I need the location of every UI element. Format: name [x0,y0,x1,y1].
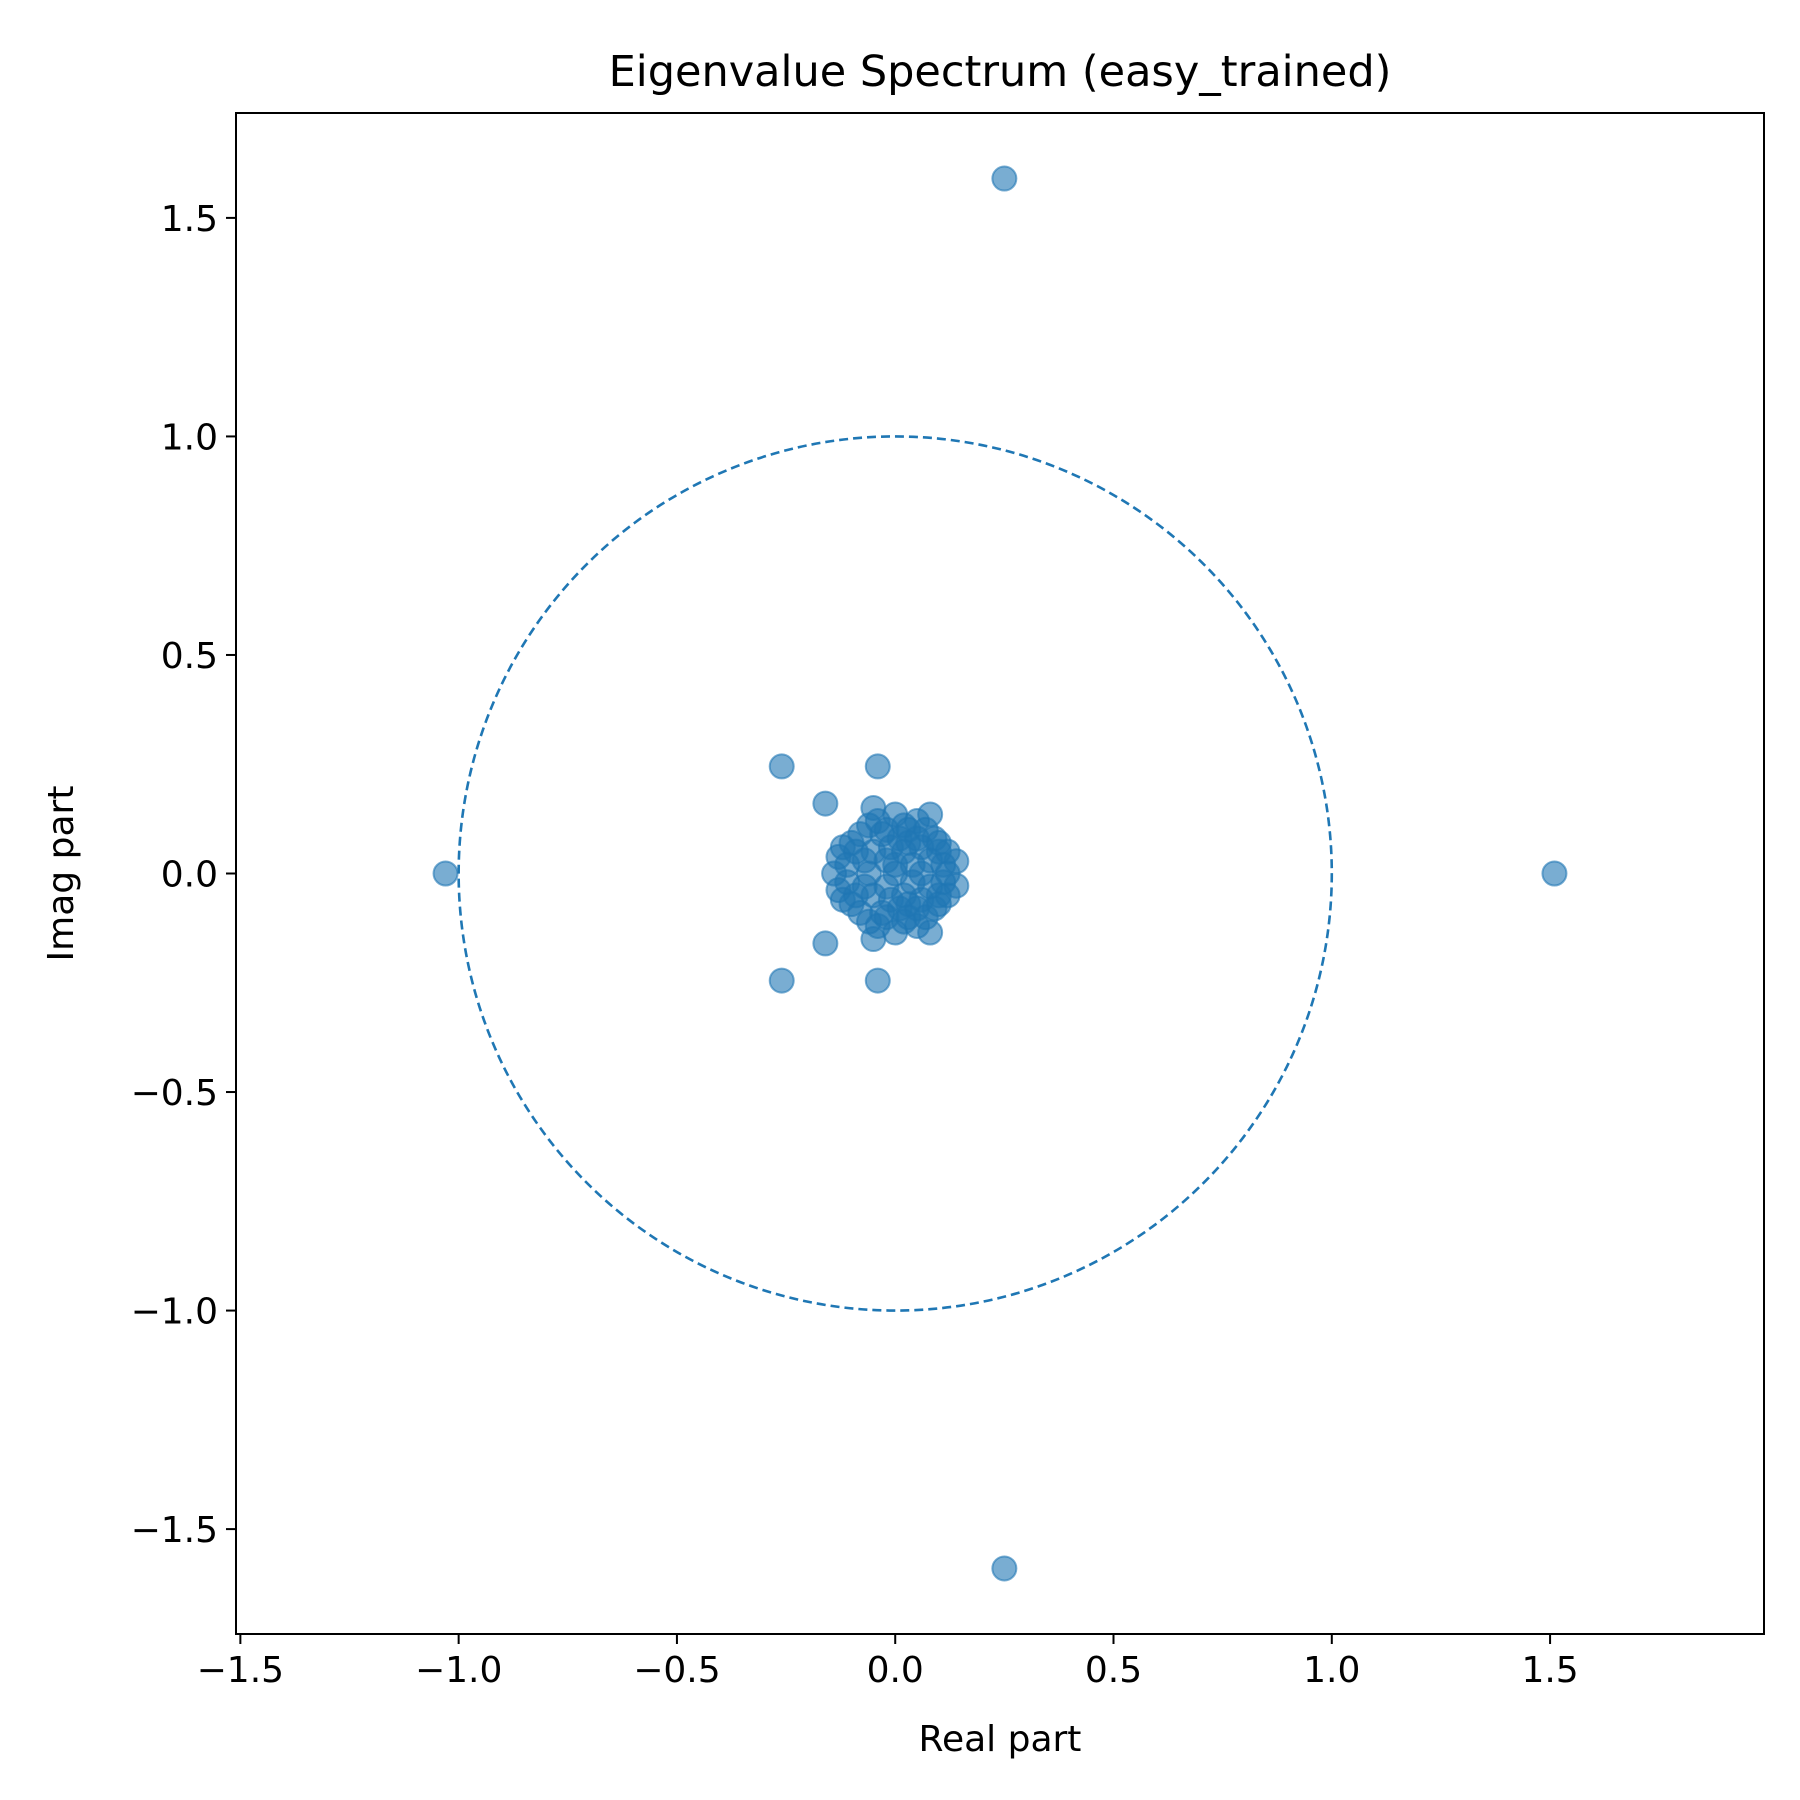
eigenvalue-point [768,753,795,780]
eigenvalue-point [908,860,935,887]
eigenvalue-point [864,967,891,994]
eigenvalue-point [882,851,909,878]
eigenvalue-point [1541,860,1568,887]
eigenvalue-point [873,816,900,843]
unit-circle [457,435,1334,1312]
eigenvalue-point [934,882,961,909]
x-tick-label: −0.5 [633,1650,720,1691]
eigenvalue-point [432,860,459,887]
eigenvalue-point [829,886,856,913]
eigenvalue-point [768,967,795,994]
y-axis-label: Imag part [41,786,82,962]
x-tick-label: 1.0 [1303,1650,1360,1691]
x-tick-label: −1.0 [415,1650,502,1691]
plot-area: −1.5 −1.0 −0.5 0.0 0.5 1.0 1.5 −1.5 −1.0 −0.5 0.0 0… [131,112,1765,1691]
y-tick-label: −1.0 [131,1292,218,1333]
y-tick-label: −1.5 [131,1510,218,1551]
y-tick-label: 1.0 [161,417,218,458]
eigenvalue-point [829,834,856,861]
eigenvalue-point [812,790,839,817]
eigenvalue-point [856,860,883,887]
x-tick-label: 1.5 [1521,1650,1578,1691]
chart-title: Eigenvalue Spectrum (easy_trained) [609,47,1392,97]
y-tick-label: 0.0 [161,855,218,896]
eigenvalue-point [873,904,900,931]
y-tick-label: −0.5 [131,1073,218,1114]
eigenvalue-point [934,838,961,865]
y-tick-label: 1.5 [161,199,218,240]
x-tick-label: 0.5 [1085,1650,1142,1691]
eigenvalue-point [991,165,1018,192]
x-tick-label: 0.0 [867,1650,924,1691]
x-tick-label: −1.5 [197,1650,284,1691]
eigenvalue-point [812,930,839,957]
x-axis-label: Real part [919,1719,1082,1760]
eigenvalue-point [864,753,891,780]
y-tick-label: 0.5 [161,636,218,677]
eigenvalue-point [991,1555,1018,1582]
